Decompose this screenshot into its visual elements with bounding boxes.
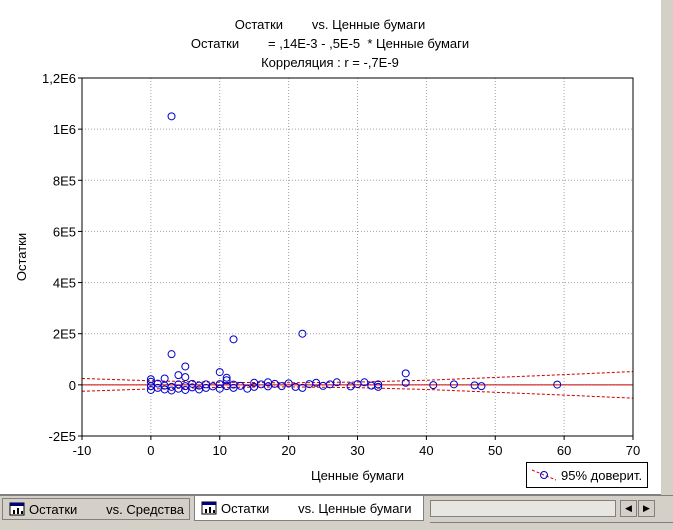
data-point bbox=[360, 378, 369, 387]
data-point bbox=[167, 112, 176, 121]
data-point bbox=[374, 382, 383, 391]
y-tick-label: 6E5 bbox=[53, 224, 76, 239]
tab-scrollbar[interactable] bbox=[430, 500, 616, 517]
chart-title-line-1: Остатки vs. Ценные бумаги bbox=[235, 17, 425, 32]
x-tick-label: -10 bbox=[73, 443, 92, 458]
x-tick-label: 70 bbox=[626, 443, 640, 458]
legend-symbol-icon bbox=[531, 469, 557, 481]
data-point bbox=[257, 380, 266, 389]
sheet-tab-bar: Остатки vs. Средства Остатки vs. Ценные … bbox=[0, 495, 673, 530]
data-point bbox=[181, 362, 190, 371]
data-point bbox=[319, 381, 328, 390]
data-point bbox=[174, 371, 183, 380]
data-point bbox=[208, 382, 217, 391]
y-tick-labels: -2E5 0 2E5 4E5 6E5 8E5 1E6 1,2E6 bbox=[42, 71, 82, 444]
tab-bar-divider bbox=[430, 522, 673, 523]
data-point bbox=[470, 381, 479, 390]
data-point bbox=[167, 350, 176, 359]
data-point bbox=[181, 373, 190, 382]
chart-titles: Остатки vs. Ценные бумаги Остатки = ,14E-… bbox=[191, 17, 469, 70]
scroll-left-button[interactable]: ◀ bbox=[620, 500, 637, 517]
data-point bbox=[553, 380, 562, 389]
tab-label: Остатки vs. Средства bbox=[29, 501, 184, 517]
data-point bbox=[401, 369, 410, 378]
data-point bbox=[298, 383, 307, 392]
confidence-band-upper bbox=[81, 371, 634, 384]
data-point bbox=[222, 376, 231, 385]
chart-sheet-icon bbox=[9, 502, 25, 516]
y-tick-label: 1,2E6 bbox=[42, 71, 76, 86]
x-tick-label: 30 bbox=[350, 443, 364, 458]
data-points bbox=[146, 112, 562, 395]
y-tick-label: 2E5 bbox=[53, 327, 76, 342]
x-tick-labels: -10 0 10 20 30 40 50 60 70 bbox=[73, 436, 640, 458]
data-point bbox=[367, 381, 376, 390]
data-point bbox=[277, 382, 286, 391]
x-tick-label: 40 bbox=[419, 443, 433, 458]
x-tick-label: 20 bbox=[281, 443, 295, 458]
triangle-left-icon: ◀ bbox=[625, 503, 632, 513]
x-tick-label: 10 bbox=[213, 443, 227, 458]
y-tick-label: 8E5 bbox=[53, 173, 76, 188]
data-point bbox=[229, 335, 238, 344]
y-axis-label: Остатки bbox=[14, 233, 29, 281]
data-point bbox=[153, 383, 162, 392]
chart-sheet-icon bbox=[201, 501, 217, 515]
data-point bbox=[181, 385, 190, 394]
chart-window: Остатки vs. Ценные бумаги Остатки = ,14E-… bbox=[0, 0, 661, 495]
data-point bbox=[222, 373, 231, 382]
data-point bbox=[429, 381, 438, 390]
data-point bbox=[332, 378, 341, 387]
data-point bbox=[298, 329, 307, 338]
data-point bbox=[449, 380, 458, 389]
y-tick-label: 4E5 bbox=[53, 276, 76, 291]
triangle-right-icon: ▶ bbox=[643, 503, 650, 513]
chart-title-line-2: Остатки = ,14E-3 - ,5E-5 * Ценные бумаги bbox=[191, 36, 469, 51]
x-tick-label: 50 bbox=[488, 443, 502, 458]
data-point bbox=[243, 384, 252, 393]
data-point bbox=[263, 382, 272, 391]
data-point bbox=[401, 378, 410, 387]
x-tick-label: 60 bbox=[557, 443, 571, 458]
chart-title-line-3: Корреляция : r = -,7E-9 bbox=[261, 55, 399, 70]
data-point bbox=[374, 380, 383, 389]
data-point bbox=[270, 379, 279, 388]
data-point bbox=[215, 368, 224, 377]
x-axis-label: Ценные бумаги bbox=[311, 468, 404, 483]
x-tick-label: 0 bbox=[147, 443, 154, 458]
scroll-right-button[interactable]: ▶ bbox=[638, 500, 655, 517]
data-point bbox=[250, 382, 259, 391]
y-tick-label: -2E5 bbox=[49, 429, 76, 444]
data-point bbox=[236, 381, 245, 390]
tab-label: Остатки vs. Ценные бумаги bbox=[221, 500, 412, 516]
tab-residuals-vs-assets[interactable]: Остатки vs. Средства bbox=[2, 498, 190, 520]
data-point bbox=[284, 379, 293, 388]
data-point bbox=[346, 382, 355, 391]
data-point bbox=[215, 384, 224, 393]
window-edge bbox=[660, 0, 673, 494]
chart-canvas: Остатки vs. Ценные бумаги Остатки = ,14E-… bbox=[14, 17, 640, 483]
legend-label: 95% доверит. bbox=[561, 467, 643, 483]
data-point bbox=[312, 378, 321, 387]
legend: 95% доверит. bbox=[526, 462, 648, 488]
tab-residuals-vs-securities[interactable]: Остатки vs. Ценные бумаги bbox=[194, 496, 424, 521]
y-tick-label: 0 bbox=[69, 378, 76, 393]
data-point bbox=[305, 380, 314, 389]
data-point bbox=[325, 380, 334, 389]
data-point bbox=[477, 382, 486, 391]
y-tick-label: 1E6 bbox=[53, 122, 76, 137]
